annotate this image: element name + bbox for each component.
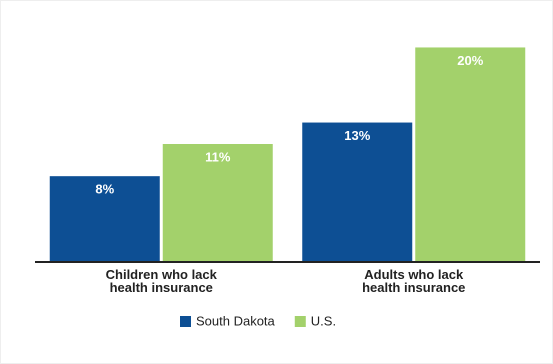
value-label: 11%: [205, 149, 231, 164]
legend-label: South Dakota: [196, 313, 276, 328]
value-label: 13%: [344, 128, 370, 143]
x-tick-label: Children who lack health insurance: [106, 267, 218, 295]
legend-swatch: [294, 316, 306, 327]
bar: [302, 122, 413, 262]
x-tick-label: Adults who lack health insurance: [362, 267, 465, 295]
value-label: 8%: [95, 182, 114, 197]
value-label: 20%: [457, 53, 483, 68]
bar: [162, 144, 273, 262]
legend-swatch: [180, 316, 191, 327]
legend-label: U.S.: [311, 313, 336, 328]
bar: [49, 176, 160, 262]
bar: [415, 47, 526, 262]
